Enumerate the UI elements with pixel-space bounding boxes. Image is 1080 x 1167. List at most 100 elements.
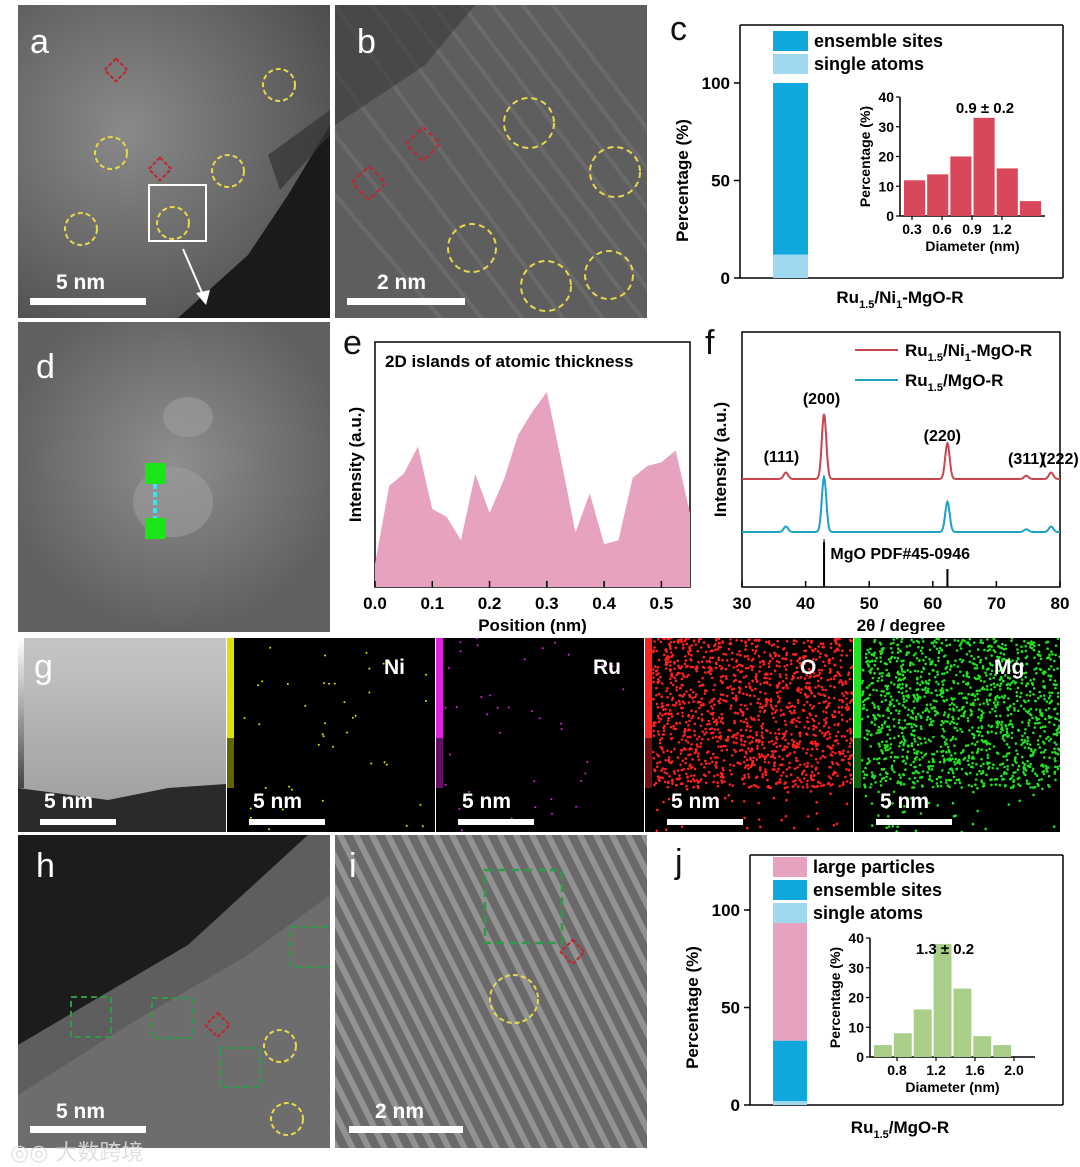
eds-dot	[698, 706, 701, 710]
eds-dot	[757, 818, 761, 821]
eds-dot	[738, 663, 741, 667]
eds-dot	[789, 659, 793, 662]
eds-dot	[783, 786, 787, 790]
eds-dot	[822, 700, 826, 704]
eds-dot	[810, 740, 814, 744]
eds-dot	[752, 783, 756, 787]
eds-dot	[849, 742, 852, 745]
eds-dot	[880, 750, 884, 753]
eds-dot	[790, 711, 793, 715]
eds-dot	[714, 735, 718, 739]
legend-label: single atoms	[814, 54, 924, 74]
eds-dot	[687, 715, 690, 718]
single-atom-marker	[263, 1029, 297, 1063]
eds-dot	[772, 716, 775, 720]
hist-bar	[913, 1009, 932, 1057]
eds-dot	[948, 768, 952, 771]
eds-dot	[1007, 657, 1011, 661]
eds-dot	[841, 683, 844, 687]
eds-dot	[321, 799, 324, 802]
eds-dot	[907, 696, 910, 699]
eds-dot	[943, 711, 947, 714]
eds-dot	[783, 782, 786, 785]
eds-dot	[781, 748, 785, 752]
eds-dot	[921, 711, 925, 714]
eds-dot	[773, 764, 776, 768]
eds-dot	[822, 783, 825, 787]
eds-dot	[973, 662, 976, 666]
eds-dot	[879, 784, 883, 787]
eds-dot	[1035, 672, 1038, 675]
eds-dot	[844, 754, 847, 758]
eds-dot	[1032, 750, 1036, 754]
eds-dot	[1000, 723, 1003, 726]
eds-dot	[1013, 669, 1017, 673]
eds-dot	[996, 683, 999, 686]
eds-dot	[960, 830, 963, 832]
panel-e-chart: e 0.0 0.1 0.2 0.3 0.4 0.5 Position (nm) Intensi…	[335, 322, 700, 634]
eds-dot	[895, 709, 898, 712]
y-tick-label: 50	[721, 999, 740, 1018]
eds-dot	[778, 665, 781, 668]
eds-dot	[1029, 762, 1032, 766]
eds-dot	[999, 675, 1003, 679]
eds-dot	[755, 638, 758, 642]
eds-dot	[976, 697, 980, 701]
eds-dot	[990, 783, 993, 787]
eds-dot	[767, 785, 771, 788]
eds-dot	[739, 719, 743, 723]
eds-dot	[1037, 743, 1040, 746]
eds-dot	[918, 696, 922, 699]
eds-dot	[734, 694, 738, 698]
eds-dot	[765, 640, 768, 644]
eds-dot	[848, 745, 851, 748]
eds-dot	[370, 762, 373, 765]
eds-dot	[726, 737, 730, 740]
eds-dot	[992, 682, 996, 685]
eds-dot	[975, 773, 979, 776]
eds-dot	[975, 664, 979, 667]
eds-dot	[1053, 723, 1056, 727]
eds-dot	[1000, 720, 1004, 724]
eds-dot	[872, 703, 876, 706]
eds-dot	[676, 712, 680, 715]
eds-dot	[715, 638, 718, 640]
eds-dot	[749, 687, 752, 690]
eds-dot	[680, 640, 683, 644]
eds-dot	[760, 706, 764, 709]
eds-dot	[895, 699, 899, 702]
eds-dot	[673, 772, 677, 775]
hist-x-tick-label: 1.2	[926, 1062, 946, 1078]
eds-dot	[888, 728, 892, 732]
eds-dot	[878, 650, 882, 653]
eds-dot	[887, 725, 891, 728]
eds-dot	[762, 663, 765, 666]
eds-dot	[699, 724, 703, 728]
eds-dot	[769, 698, 773, 701]
eds-dot	[1001, 737, 1005, 740]
eds-dot	[912, 748, 916, 751]
eds-dot	[873, 723, 877, 726]
eds-dot	[795, 725, 798, 728]
eds-dot	[1020, 649, 1024, 653]
eds-dot	[775, 782, 778, 786]
eds-dot	[669, 647, 672, 650]
eds-dot	[903, 706, 907, 709]
eds-dot	[657, 658, 661, 662]
eds-dot	[770, 706, 774, 709]
eds-dot	[798, 763, 802, 767]
eds-dot	[897, 734, 900, 738]
eds-dot	[304, 704, 307, 707]
eds-dot	[848, 701, 852, 704]
eds-dot	[879, 656, 882, 659]
eds-dot	[909, 796, 913, 800]
eds-dot	[776, 639, 779, 643]
eds-dot	[940, 641, 944, 645]
eds-dot	[1002, 755, 1005, 758]
eds-dot	[998, 684, 1002, 688]
eds-dot	[863, 783, 866, 786]
eds-dot	[959, 647, 963, 650]
hist-y-tick-label: 0	[886, 208, 894, 224]
eds-dot	[709, 712, 712, 715]
eds-dot	[705, 762, 708, 765]
